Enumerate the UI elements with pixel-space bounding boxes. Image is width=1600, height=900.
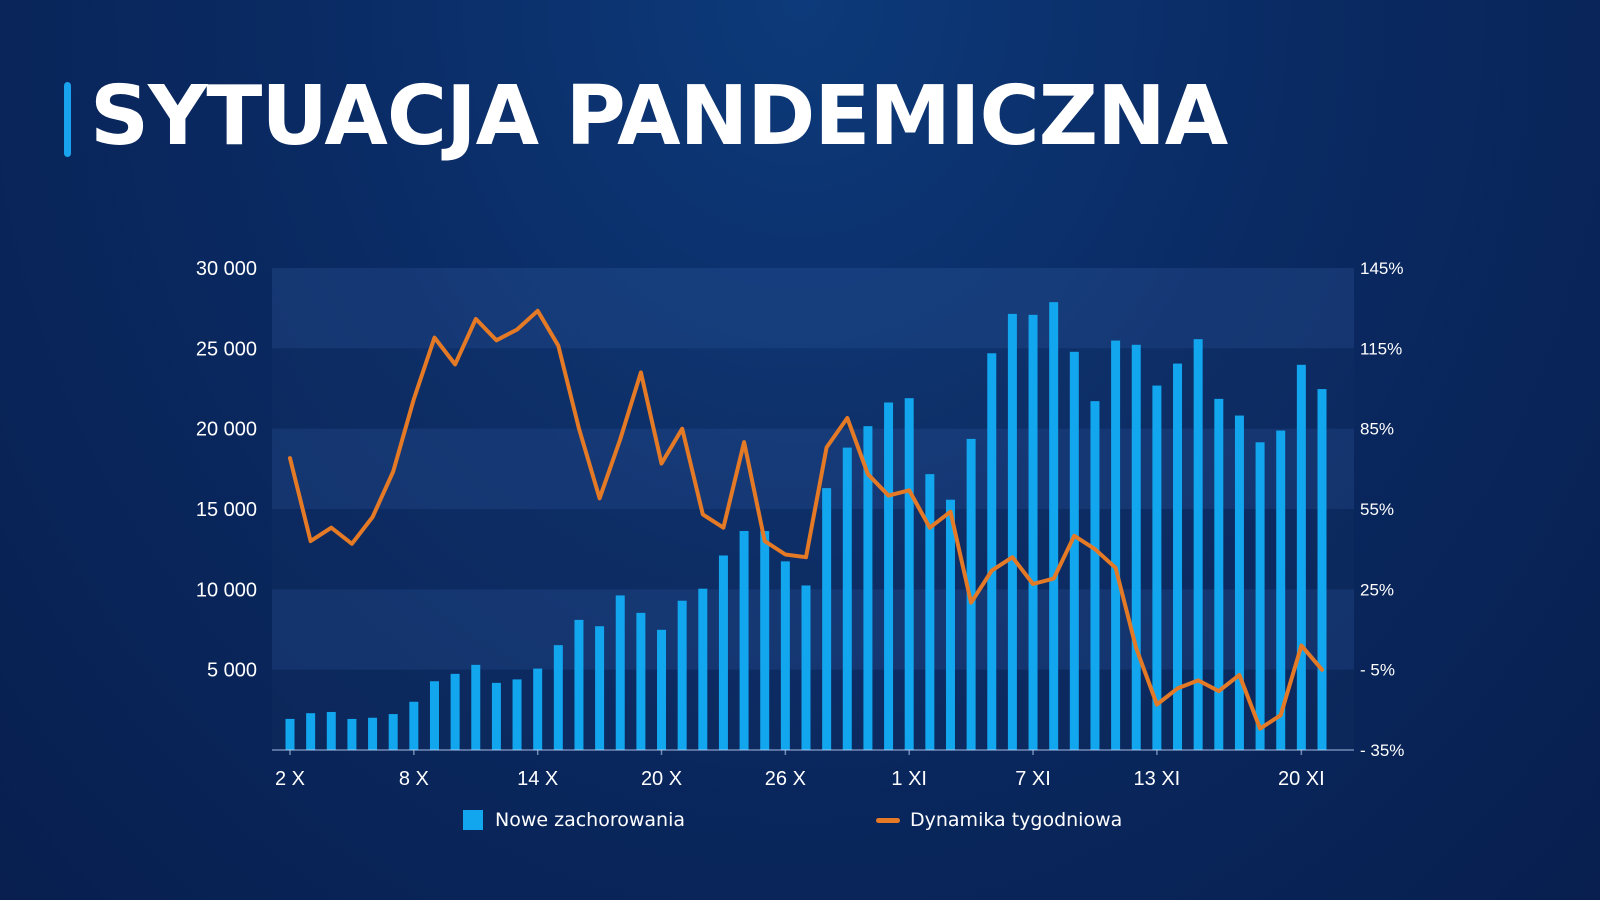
bar [1214,398,1224,750]
bar [429,681,439,750]
y-left-tick-label: 30 000 [196,258,257,280]
bar [574,619,584,750]
bar [677,600,687,750]
bar [326,711,336,750]
bar [306,713,316,750]
x-tick-label: 26 X [765,768,806,790]
bar [1296,364,1306,750]
x-tick-label: 1 XI [891,768,927,790]
x-tick-label: 20 XI [1278,768,1325,790]
bar [388,714,398,750]
bar [409,701,419,750]
bar [285,718,295,750]
bar [595,626,605,750]
y-left-tick-label: 10 000 [196,579,257,601]
y-left-tick-label: 25 000 [196,338,257,360]
bar [1090,401,1100,750]
bar [1028,314,1038,750]
y-right-tick-label: 85% [1360,420,1394,439]
y-right-tick-label: 145% [1360,259,1403,278]
line-series-dynamika-tygodniowa [288,308,1324,731]
legend-label-bars: Nowe zachorowania [495,809,685,831]
bar [1007,313,1017,750]
bar [842,447,852,750]
bar [512,679,522,750]
bar [760,531,770,750]
bar [925,474,935,750]
bar [863,426,873,750]
bar [533,668,543,750]
x-tick-label: 14 X [517,768,558,790]
bar [1111,340,1121,750]
y-left-tick-label: 15 000 [196,499,257,521]
y-right-tick-label: 25% [1360,580,1394,599]
bar [945,499,955,750]
y-right-tick-label: 115% [1360,339,1402,358]
legend-item-line: Dynamika tygodniowa [876,806,1122,834]
bar [1049,302,1059,750]
x-tick-label: 2 X [275,768,305,790]
bar [822,488,832,750]
legend-line-swatch [876,817,900,823]
title-accent-bar [64,82,71,157]
bar [615,595,625,750]
bar [471,664,481,750]
legend-item-bars: Nowe zachorowania [463,806,685,834]
grid-band [272,589,1354,670]
bar [491,682,501,750]
bar [904,398,914,750]
y-left-tick-label: 20 000 [196,419,257,441]
grid-band [272,348,1354,428]
x-tick-label: 7 XI [1015,768,1051,790]
grid-band [272,268,1354,349]
bar [1193,339,1203,750]
x-tick-label: 20 X [641,768,682,790]
bar [450,673,460,750]
legend-label-line: Dynamika tygodniowa [910,809,1123,831]
bar [636,612,646,750]
bar [1234,415,1244,750]
page-title: SYTUACJA PANDEMICZNA [90,69,1228,164]
bar [368,717,378,750]
x-tick-label: 8 X [399,768,429,790]
y-right-tick-label: - 5% [1360,661,1395,680]
y-right-tick-label: - 35% [1360,741,1404,760]
bar [1069,351,1079,750]
bar [987,353,997,750]
x-axis-ticks: 2 X 8 X 14 X 20 X 26 X 1 XI 7 XI 13 XI 20 XI [275,750,1325,790]
bar [1317,389,1327,750]
bar [780,561,790,750]
series-line [288,308,1324,731]
grid-band [272,428,1354,509]
bar [698,588,708,750]
y-left-tick-label: 5 000 [207,660,257,682]
bar [657,629,667,750]
x-tick-label: 13 XI [1134,768,1181,790]
bar [347,718,357,750]
bar [1255,442,1265,750]
y-axis-left-ticks: 5 000 10 000 15 000 20 000 25 000 30 000 [196,258,257,682]
bar [553,645,563,750]
bar [1276,430,1286,750]
bar [1152,385,1162,750]
bar-series-nowe-zachorowania [285,302,1327,750]
bar [1173,363,1183,750]
bar [718,555,728,750]
bar [884,402,894,750]
y-right-tick-label: 55% [1360,500,1394,519]
bar [1131,344,1141,750]
bar [801,585,811,750]
y-axis-right-ticks: - 35% - 5% 25% 55% 85% 115% 145% [1360,259,1404,760]
bar [739,530,749,750]
legend-bar-swatch [463,810,483,830]
